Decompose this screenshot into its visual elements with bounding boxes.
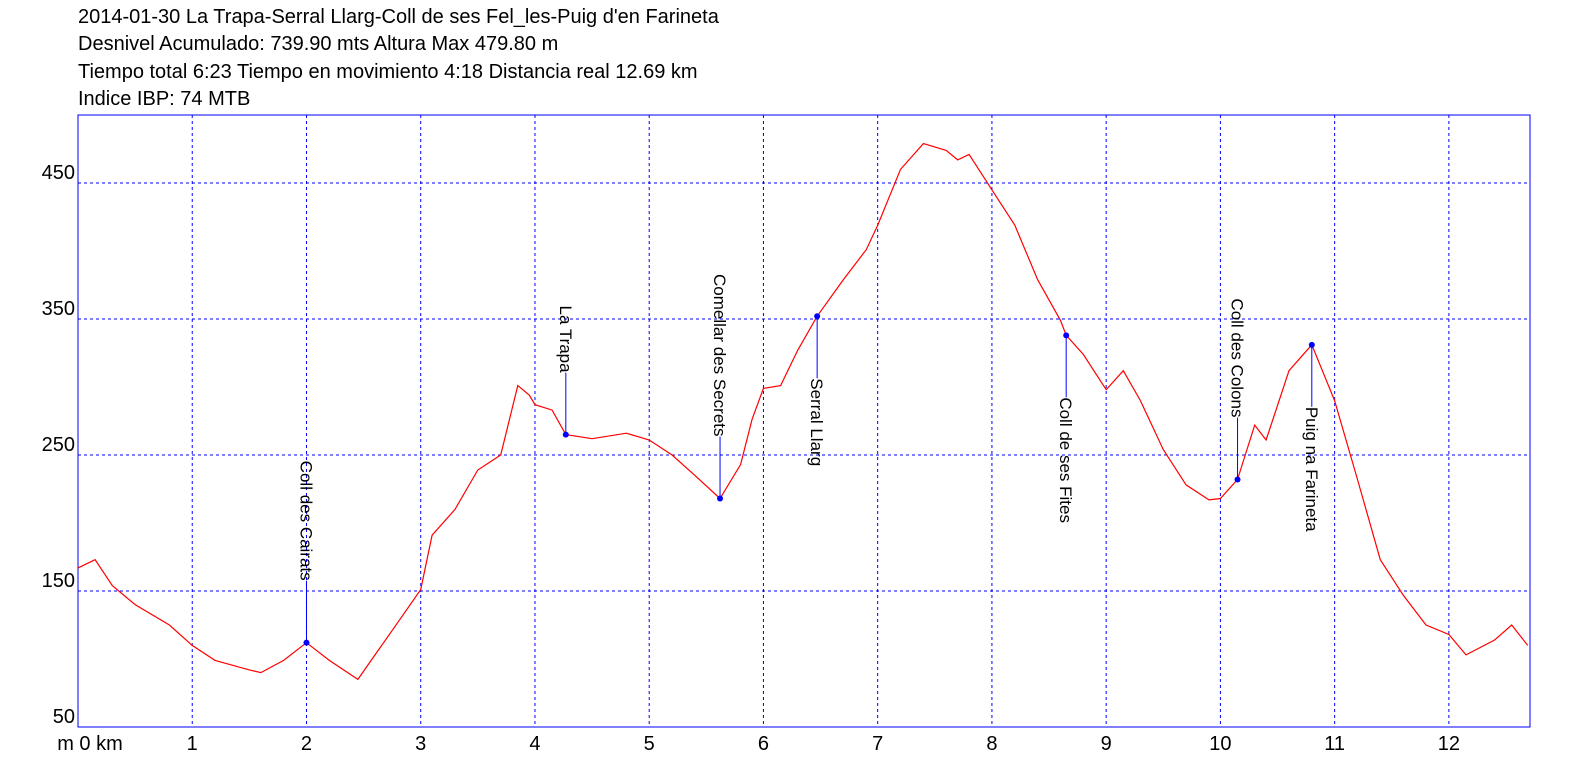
x-tick-label: 2 [301, 733, 312, 755]
waypoint-marker [1063, 332, 1070, 339]
x-tick-label: 8 [986, 733, 997, 755]
waypoint-label: Comellar des Secrets [710, 274, 729, 437]
x-tick-label: 12 [1438, 733, 1460, 755]
y-tick-label: 450 [42, 162, 75, 184]
x-tick-label: 11 [1324, 733, 1345, 755]
waypoint-marker [1234, 476, 1241, 483]
y-tick-label: 250 [42, 434, 75, 456]
waypoint-label: Coll de ses Fites [1056, 397, 1075, 523]
waypoint-label: Puig na Farineta [1302, 407, 1321, 532]
x-tick-label: 9 [1101, 733, 1112, 755]
x-tick-label: 10 [1209, 733, 1231, 755]
waypoint-label: Serral Llarg [807, 378, 826, 466]
waypoint-marker [1308, 341, 1315, 348]
title-line: Desnivel Acumulado: 739.90 mts Altura Ma… [78, 33, 558, 55]
y-tick-label: 50 [53, 706, 75, 728]
waypoint-marker [814, 313, 821, 320]
y-tick-label: 350 [42, 298, 75, 320]
title-line: Indice IBP: 74 MTB [78, 88, 250, 110]
waypoint-marker [717, 495, 724, 502]
y-tick-label: 150 [42, 570, 75, 592]
title-line: Tiempo total 6:23 Tiempo en movimiento 4… [78, 61, 698, 83]
waypoint-marker [562, 431, 569, 438]
waypoint-label: La Trapa [556, 305, 575, 373]
x-tick-label: 1 [187, 733, 198, 755]
x-tick-label: m 0 km [57, 733, 123, 755]
title-line: 2014-01-30 La Trapa-Serral Llarg-Coll de… [78, 6, 720, 28]
plot-frame [77, 114, 1531, 728]
x-tick-label: 3 [415, 733, 426, 755]
x-tick-label: 5 [644, 733, 655, 755]
waypoint-marker [303, 639, 310, 646]
x-tick-label: 7 [872, 733, 883, 755]
waypoint-label: Coll des Colons [1228, 298, 1247, 417]
x-tick-label: 6 [758, 733, 769, 755]
x-tick-label: 4 [529, 733, 540, 755]
waypoint-label: Coll des Cairats [296, 461, 315, 581]
